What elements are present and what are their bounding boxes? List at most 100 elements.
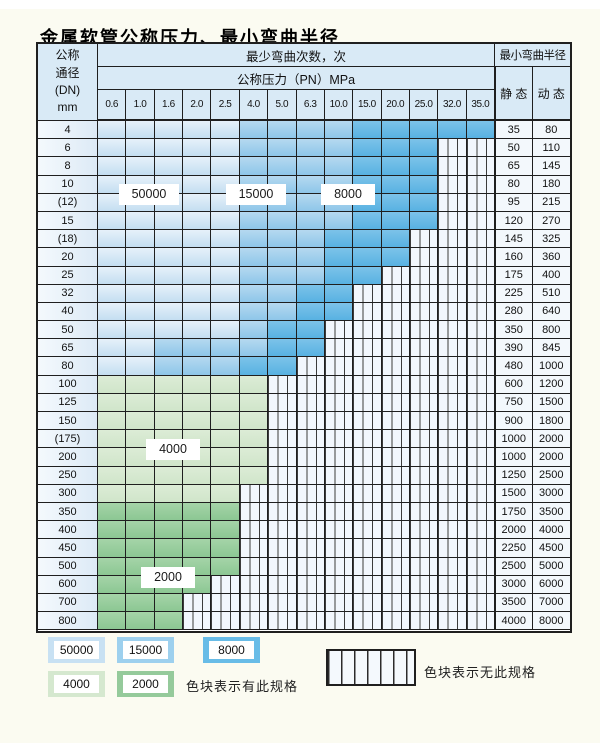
- spec-cell-dn80-pn25.0: [409, 357, 439, 376]
- spec-cell-dn4-pn15.0: [353, 121, 382, 140]
- overlay-label-2000: 2000: [141, 567, 195, 588]
- spec-cell-dn(175)-pn25.0: [409, 430, 439, 449]
- spec-cell-dn125-pn25.0: [409, 393, 439, 412]
- spec-cell-dn65-pn4.0: [239, 339, 269, 358]
- spec-cell-dn40-pn32.0: [438, 302, 467, 322]
- static-radius-value: 35: [495, 121, 533, 140]
- spec-cell-dn600-pn25.0: [409, 575, 439, 594]
- spec-cell-dn125-pn32.0: [438, 393, 467, 412]
- spec-cell-dn350-pn35.0: [466, 502, 495, 522]
- spec-cell-dn200-pn15.0: [353, 448, 382, 467]
- spec-cell-dn50-pn6.3: [296, 321, 325, 340]
- dn-label-(175): (175): [38, 430, 98, 449]
- spec-cell-dn300-pn6.3: [296, 484, 325, 503]
- spec-cell-dn40-pn35.0: [466, 302, 495, 322]
- spec-cell-dn125-pn20.0: [381, 393, 410, 412]
- spec-cell-dn40-pn0.6: [98, 302, 127, 322]
- spec-cell-dn65-pn32.0: [438, 339, 467, 358]
- spec-cell-dn450-pn5.0: [268, 539, 297, 558]
- spec-cell-dn250-pn5.0: [268, 466, 297, 485]
- spec-cell-dn8-pn10.0: [324, 157, 354, 176]
- spec-cell-dn10-pn2.0: [183, 175, 212, 194]
- spec-cell-dn6-pn2.0: [183, 139, 212, 158]
- static-radius-value: 3500: [495, 593, 533, 613]
- spec-cell-dn800-pn25.0: [409, 612, 439, 631]
- dn-label-450: 450: [38, 539, 98, 558]
- spec-cell-dn100-pn20.0: [381, 375, 410, 394]
- dn-label-700: 700: [38, 593, 98, 613]
- legend-swatch-50000: 50000: [48, 637, 105, 663]
- spec-cell-dn6-pn0.6: [98, 139, 127, 158]
- dn-label-100: 100: [38, 375, 98, 394]
- static-radius-value: 600: [495, 375, 533, 394]
- spec-cell-dn(175)-pn15.0: [353, 430, 382, 449]
- spec-cell-dn125-pn15.0: [353, 393, 382, 412]
- spec-cell-dn350-pn2.0: [183, 502, 212, 522]
- spec-cell-dn150-pn2.5: [211, 412, 240, 431]
- spec-cell-dn4-pn5.0: [268, 121, 297, 140]
- dn-label-80: 80: [38, 357, 98, 376]
- spec-cell-dn40-pn5.0: [268, 302, 297, 322]
- spec-cell-dn500-pn0.6: [98, 557, 127, 576]
- spec-cell-dn400-pn10.0: [324, 521, 354, 540]
- spec-cell-dn500-pn20.0: [381, 557, 410, 576]
- spec-cell-dn300-pn4.0: [239, 484, 269, 503]
- dynamic-radius-value: 510: [532, 284, 570, 303]
- dynamic-radius-value: 4500: [532, 539, 570, 558]
- spec-cell-dn8-pn4.0: [239, 157, 269, 176]
- spec-cell-dn40-pn25.0: [409, 302, 439, 322]
- spec-cell-dn15-pn0.6: [98, 211, 127, 231]
- pressure-tick-4.0: 4.0: [239, 90, 269, 121]
- pressure-tick-1.6: 1.6: [154, 90, 184, 121]
- spec-cell-dn500-pn25.0: [409, 557, 439, 576]
- spec-cell-dn6-pn10.0: [324, 139, 354, 158]
- overlay-label-50000: 50000: [119, 184, 179, 205]
- spec-cell-dn32-pn0.6: [98, 284, 127, 303]
- spec-cell-dn65-pn6.3: [296, 339, 325, 358]
- spec-cell-dn15-pn32.0: [438, 211, 467, 231]
- spec-cell-dn32-pn10.0: [324, 284, 354, 303]
- spec-cell-dn(12)-pn25.0: [409, 193, 439, 212]
- spec-cell-dn80-pn32.0: [438, 357, 467, 376]
- spec-cell-dn(18)-pn1.6: [154, 230, 184, 249]
- spec-cell-dn6-pn35.0: [466, 139, 495, 158]
- static-radius-value: 390: [495, 339, 533, 358]
- spec-cell-dn(175)-pn5.0: [268, 430, 297, 449]
- spec-cell-dn32-pn5.0: [268, 284, 297, 303]
- spec-cell-dn50-pn0.6: [98, 321, 127, 340]
- spec-cell-dn25-pn25.0: [409, 266, 439, 285]
- spec-cell-dn8-pn2.5: [211, 157, 240, 176]
- spec-cell-dn250-pn35.0: [466, 466, 495, 485]
- spec-cell-dn20-pn1.0: [126, 248, 155, 267]
- spec-cell-dn65-pn1.6: [154, 339, 184, 358]
- spec-cell-dn25-pn32.0: [438, 266, 467, 285]
- spec-cell-dn(18)-pn0.6: [98, 230, 127, 249]
- spec-cell-dn400-pn5.0: [268, 521, 297, 540]
- spec-cell-dn20-pn15.0: [353, 248, 382, 267]
- spec-cell-dn8-pn1.6: [154, 157, 184, 176]
- pressure-header: 公称压力（PN）MPa: [98, 67, 495, 90]
- dn-label-65: 65: [38, 339, 98, 358]
- spec-cell-dn200-pn5.0: [268, 448, 297, 467]
- spec-cell-dn700-pn4.0: [239, 593, 269, 613]
- spec-cell-dn600-pn15.0: [353, 575, 382, 594]
- spec-cell-dn150-pn5.0: [268, 412, 297, 431]
- spec-cell-dn450-pn0.6: [98, 539, 127, 558]
- spec-cell-dn125-pn2.5: [211, 393, 240, 412]
- spec-cell-dn32-pn2.5: [211, 284, 240, 303]
- dynamic-radius-value: 110: [532, 139, 570, 158]
- spec-cell-dn80-pn0.6: [98, 357, 127, 376]
- spec-cell-dn100-pn4.0: [239, 375, 269, 394]
- overlay-label-15000: 15000: [226, 184, 286, 205]
- spec-cell-dn125-pn0.6: [98, 393, 127, 412]
- spec-cell-dn8-pn15.0: [353, 157, 382, 176]
- spec-cell-dn800-pn20.0: [381, 612, 410, 631]
- dynamic-radius-value: 3500: [532, 502, 570, 522]
- legend-swatch-4000: 4000: [48, 671, 105, 697]
- spec-cell-dn40-pn4.0: [239, 302, 269, 322]
- spec-cell-dn65-pn2.5: [211, 339, 240, 358]
- spec-cell-dn100-pn10.0: [324, 375, 354, 394]
- spec-cell-dn(18)-pn32.0: [438, 230, 467, 249]
- spec-cell-dn500-pn5.0: [268, 557, 297, 576]
- static-radius-value: 4000: [495, 612, 533, 631]
